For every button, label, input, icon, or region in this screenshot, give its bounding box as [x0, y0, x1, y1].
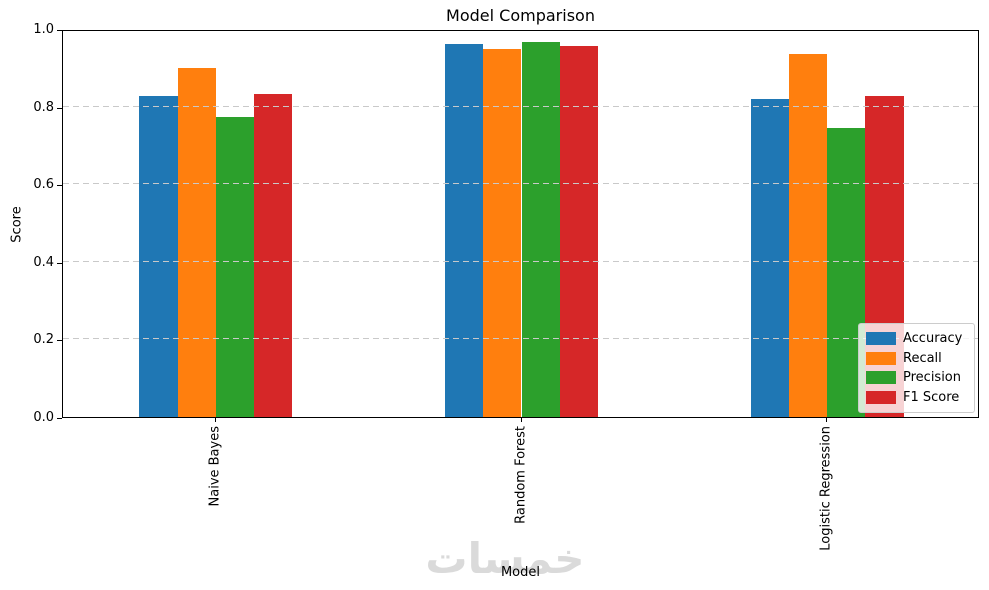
y-tick-mark	[57, 418, 62, 419]
plot-area	[62, 30, 979, 418]
legend-label: Precision	[903, 370, 962, 386]
legend-swatch-accuracy	[866, 332, 896, 346]
bar-recall	[788, 53, 828, 417]
y-tick-label: 0.2	[33, 332, 54, 348]
legend-row: Recall	[866, 349, 968, 369]
bar-recall	[483, 48, 522, 417]
legend-row: Precision	[866, 368, 968, 388]
bar-f1-score	[254, 93, 293, 417]
gridline-0.4	[63, 260, 978, 262]
x-tick-mark	[214, 418, 216, 422]
bar-f1-score	[559, 45, 598, 417]
y-tick-label: 0.0	[33, 410, 54, 425]
y-tick-mark	[57, 107, 62, 109]
y-tick-label: 0.8	[33, 99, 54, 115]
x-axis-label: Model	[500, 565, 541, 580]
legend-row: F1 Score	[866, 388, 968, 408]
legend-label: Recall	[903, 350, 942, 366]
gridline-0.6	[63, 183, 978, 185]
y-tick-mark	[57, 262, 62, 264]
y-tick-label: 0.4	[33, 254, 54, 270]
y-tick-mark	[57, 30, 62, 31]
y-axis-label-wrap: Score	[6, 30, 28, 418]
y-axis-label: Score	[9, 205, 25, 243]
bar-accuracy	[445, 44, 484, 417]
legend-label: Accuracy	[903, 331, 963, 347]
legend-swatch-recall	[866, 351, 896, 365]
x-tick-mark	[826, 418, 828, 422]
x-tick-label-naive-bayes: Naive Bayes	[207, 426, 223, 507]
legend: Accuracy Recall Precision F1 Score	[858, 323, 975, 413]
x-tick-label-random-forest: Random Forest	[513, 426, 528, 524]
legend-row: Accuracy	[866, 329, 968, 349]
bar-precision	[215, 117, 255, 417]
gridline-0.2	[63, 338, 978, 340]
x-tick-label-logistic-regression: Logistic Regression	[818, 426, 834, 551]
y-tick-label: 0.6	[33, 177, 54, 193]
bar-recall	[177, 67, 216, 417]
chart-title: Model Comparison	[446, 6, 595, 25]
bar-precision	[521, 42, 560, 417]
y-tick-mark	[57, 185, 62, 187]
legend-swatch-precision	[866, 371, 896, 385]
y-tick-label: 1.0	[33, 22, 54, 37]
watermark-text: خمسات	[425, 534, 585, 583]
gridline-0.8	[63, 105, 978, 107]
bar-accuracy	[750, 98, 789, 417]
x-tick-mark	[520, 418, 522, 422]
y-tick-mark	[57, 340, 62, 342]
bar-accuracy	[139, 95, 178, 417]
legend-swatch-f1-score	[866, 390, 896, 404]
legend-label: F1 Score	[903, 389, 960, 405]
